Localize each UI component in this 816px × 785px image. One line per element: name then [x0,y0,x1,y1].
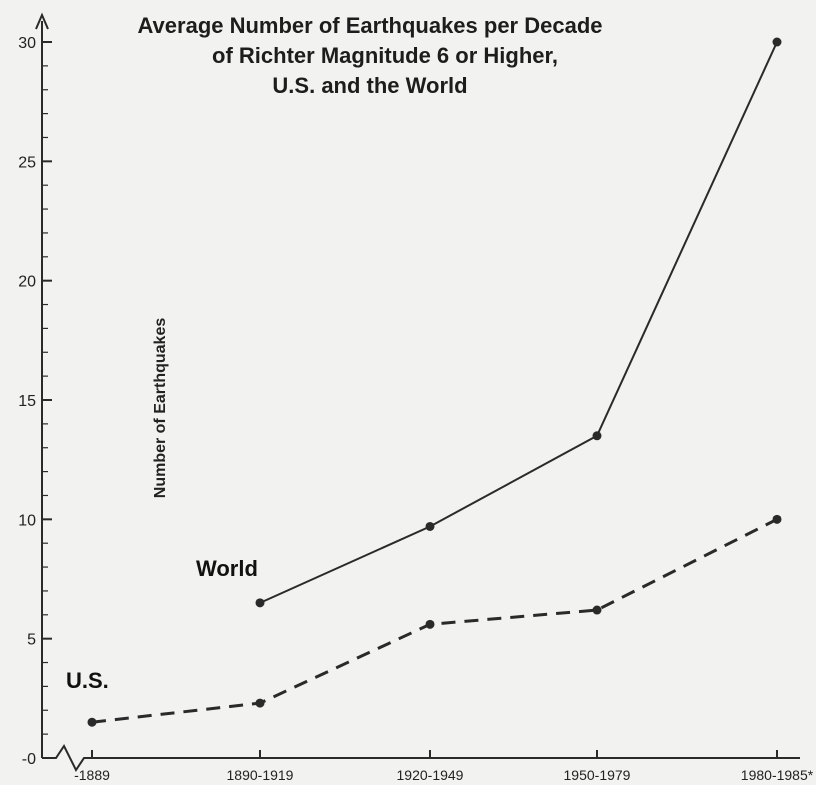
x-tick-label: 1950-1979 [564,767,631,783]
data-point-us [87,717,97,727]
data-point-world [255,598,265,608]
y-tick-label: 10 [18,512,36,529]
data-point-world [425,521,435,531]
series-line-world [259,41,778,604]
series-label-us: U.S. [66,668,109,693]
series-label-world: World [196,556,258,581]
data-point-us [255,698,265,708]
y-axis-arrow [35,12,49,30]
data-point-world [772,37,782,47]
y-tick-label: 30 [18,35,36,52]
x-tick-label: 1890-1919 [227,767,294,783]
y-tick-label: 25 [18,154,36,171]
series-layer [87,37,782,727]
data-point-us [592,605,602,615]
x-tick-label: 1920-1949 [397,767,464,783]
y-tick-label: -0 [22,751,36,768]
chart-title-line-3: U.S. and the World [272,73,467,98]
y-axis-label: Number of Earthquakes [152,318,169,499]
axes: -0 5 10 15 20 25 30 -1889 1890-1919 1920-1949 1950… [18,12,814,783]
y-tick-label: 20 [18,274,36,291]
y-tick-label: 5 [27,632,36,649]
labels-layer: World U.S. [66,556,258,693]
series-line-us [91,517,778,724]
chart-title-line-2: of Richter Magnitude 6 or Higher, [212,43,558,68]
data-point-us [772,514,782,524]
x-tick-label: -1889 [74,767,110,783]
data-point-world [592,431,602,441]
x-tick-label: 1980-1985* [741,767,814,783]
y-tick-label: 15 [18,393,36,410]
x-axis-line [42,744,800,772]
data-point-us [425,619,435,629]
chart-title: Average Number of Earthquakes per Decade… [137,13,602,98]
chart-title-line-1: Average Number of Earthquakes per Decade [137,13,602,38]
